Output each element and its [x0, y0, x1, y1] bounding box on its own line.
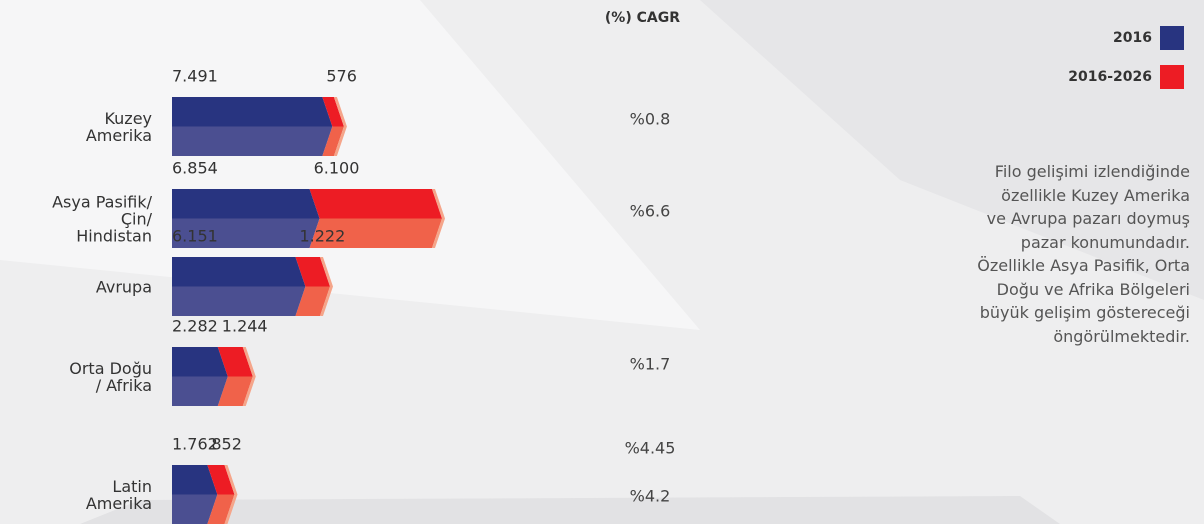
value-label: 1.762 [172, 435, 218, 454]
value-label: 6.151 [172, 227, 218, 246]
bar-top [295, 257, 330, 287]
bar-edge [333, 97, 347, 156]
bar-segment [172, 189, 323, 248]
category-label: Kuzey Amerika [85, 108, 152, 145]
value-label: 1.244 [222, 317, 268, 336]
bar-segment [172, 347, 231, 406]
category-label: Avrupa [95, 277, 152, 296]
bar-segment [309, 189, 445, 248]
bar-edge [224, 465, 238, 524]
bar-top [322, 97, 344, 127]
bar-bottom [172, 218, 320, 248]
legend-swatch [1160, 65, 1184, 89]
value-label: 6.100 [314, 159, 360, 178]
legend-swatch [1160, 26, 1184, 50]
bar-bottom [217, 376, 253, 406]
bar-bottom [322, 126, 344, 156]
category-label: Asya Pasifik/ Çin/ Hindistan [52, 192, 152, 245]
bar-top [217, 347, 253, 377]
bar-bottom [172, 494, 218, 524]
bar-top [172, 189, 320, 219]
cagr-label: %4.2 [630, 487, 671, 506]
bar-segment [172, 97, 336, 156]
cagr-label: %1.7 [630, 355, 671, 374]
bar-edge [242, 347, 256, 406]
bar-edge [432, 189, 445, 248]
bar-bottom [172, 376, 228, 406]
bar-segment [322, 97, 347, 156]
cagr-label: %4.45 [625, 439, 676, 458]
bar-bottom [172, 286, 306, 316]
cagr-title: (%) CAGR [605, 10, 680, 26]
cagr-label: %6.6 [630, 202, 671, 221]
value-label: 2.282 [172, 317, 218, 336]
bar-bottom [309, 218, 442, 248]
value-label: 6.854 [172, 159, 218, 178]
legend-label: 2016-2026 [1068, 69, 1152, 85]
bg-shape [700, 0, 1204, 300]
bar-segment [295, 257, 333, 316]
bar-bottom [295, 286, 330, 316]
bar-segment [207, 465, 238, 524]
bar-segment [172, 257, 309, 316]
value-label: 7.491 [172, 67, 218, 86]
bar-bottom [207, 494, 235, 524]
category-label: Orta Doğu / Afrika [69, 358, 152, 395]
note: Filo gelişimi izlendiğinde özellikle Kuz… [977, 162, 1190, 346]
cagr-label: %0.8 [630, 110, 671, 129]
bg-shape [80, 496, 1060, 524]
bar-top [172, 465, 218, 495]
legend-label: 2016 [1113, 30, 1152, 46]
bar-top [207, 465, 235, 495]
bar-edge [319, 257, 333, 316]
bar-segment [217, 347, 256, 406]
bar-bottom [172, 126, 333, 156]
value-label: 1.222 [299, 227, 345, 246]
bar-top [172, 97, 333, 127]
bar-top [172, 257, 306, 287]
category-label: Latin Amerika [85, 476, 152, 513]
bar-top [172, 347, 228, 377]
value-label: 852 [211, 435, 242, 454]
bar-top [309, 189, 442, 219]
value-label: 576 [326, 67, 357, 86]
